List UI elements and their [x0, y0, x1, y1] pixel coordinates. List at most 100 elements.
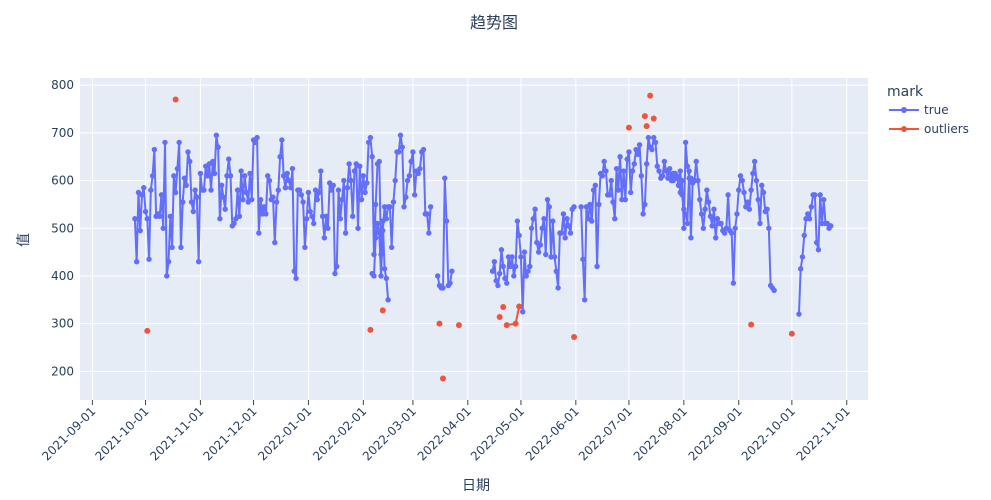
- series-true-point: [399, 144, 405, 150]
- series-true-point: [567, 230, 574, 236]
- series-true-point: [213, 132, 220, 138]
- x-tick-label: 2022-11-01: [794, 404, 853, 463]
- series-true-point: [681, 206, 687, 212]
- series-true-point: [364, 180, 370, 186]
- series-true-point: [190, 208, 197, 215]
- series-true-point: [612, 216, 618, 222]
- series-true-point: [821, 196, 827, 203]
- legend-item-outliers[interactable]: outliers: [889, 122, 969, 136]
- series-true-point: [677, 168, 683, 174]
- y-axis-title: 值: [16, 233, 32, 247]
- series-outliers-point: [625, 124, 632, 131]
- series-true-point: [341, 177, 347, 184]
- series-true-point: [736, 187, 742, 193]
- series-true-point: [558, 230, 565, 236]
- series-true-point: [530, 216, 537, 222]
- series-true-point: [334, 263, 340, 270]
- series-true-point: [305, 189, 312, 196]
- series-true-point: [296, 187, 303, 193]
- series-outliers-point: [650, 115, 657, 122]
- series-true-point: [231, 220, 237, 227]
- series-true-point: [737, 173, 744, 179]
- series-true-point: [535, 249, 542, 255]
- series-true-point: [629, 168, 636, 174]
- series-true-point: [511, 273, 517, 279]
- series-true-point: [376, 158, 382, 165]
- series-true-point: [252, 139, 259, 146]
- series-true-point: [656, 168, 662, 174]
- series-true-point: [590, 187, 597, 193]
- series-true-point: [759, 182, 765, 189]
- series-outliers-point: [641, 113, 648, 120]
- series-true-point: [581, 297, 588, 303]
- series-true-point: [525, 268, 531, 274]
- series-true-point: [220, 194, 227, 200]
- series-true-point: [500, 263, 506, 270]
- series-true-point: [282, 185, 289, 191]
- x-tick-label: 2022-06-01: [523, 404, 582, 463]
- series-true-point: [180, 199, 186, 205]
- series-true-point: [247, 170, 253, 177]
- series-true-point: [643, 161, 650, 167]
- series-true-point: [358, 196, 365, 203]
- series-true-point: [241, 173, 248, 179]
- series-true-point: [684, 220, 691, 227]
- series-true-point: [181, 175, 188, 181]
- series-true-point: [674, 173, 680, 179]
- series-true-point: [640, 211, 646, 217]
- y-tick-label: 200: [51, 364, 74, 378]
- series-outliers-point: [379, 307, 386, 314]
- series-true-point: [764, 206, 770, 212]
- series-true-point: [628, 189, 634, 196]
- series-true-point: [194, 194, 200, 200]
- series-true-point: [388, 244, 395, 251]
- series-true-point: [357, 163, 363, 169]
- series-outliers-point: [172, 96, 179, 103]
- series-true-point: [755, 196, 761, 203]
- series-true-point: [396, 149, 402, 155]
- series-true-point: [587, 201, 593, 208]
- series-true-point: [493, 278, 499, 284]
- series-true-point: [420, 146, 427, 153]
- series-true-point: [652, 139, 659, 146]
- series-true-point: [373, 201, 379, 208]
- series-true-point: [148, 187, 154, 193]
- series-true-point: [403, 194, 409, 200]
- series-true-point: [562, 235, 568, 241]
- series-true-point: [195, 258, 202, 265]
- series-true-point: [222, 206, 228, 212]
- series-true-point: [328, 187, 335, 193]
- series-true-point: [187, 158, 193, 165]
- series-true-point: [165, 258, 172, 265]
- y-tick-label: 700: [51, 126, 74, 140]
- series-true-point: [601, 158, 607, 165]
- series-true-point: [771, 287, 777, 293]
- series-true-point: [528, 225, 535, 231]
- series-true-point: [174, 165, 181, 172]
- legend: mark true outliers: [887, 84, 969, 136]
- series-true-point: [801, 232, 807, 239]
- series-true-point: [599, 173, 606, 179]
- series-true-point: [337, 216, 344, 222]
- series-true-point: [638, 173, 645, 179]
- series-true-point: [355, 225, 361, 231]
- series-true-point: [615, 187, 622, 193]
- series-true-point: [303, 216, 310, 222]
- series-true-point: [693, 158, 699, 165]
- series-true-point: [805, 211, 811, 217]
- legend-item-true[interactable]: true: [889, 103, 949, 117]
- series-true-point: [218, 182, 225, 189]
- series-true-point: [383, 216, 390, 222]
- series-true-point: [580, 256, 586, 262]
- series-true-point: [718, 220, 724, 227]
- series-true-point: [730, 280, 737, 286]
- series-true-point: [367, 134, 374, 141]
- x-tick-label: 2022-01-01: [255, 404, 314, 463]
- series-true-point: [516, 232, 522, 239]
- series-true-point: [176, 139, 182, 146]
- series-true-point: [682, 139, 689, 146]
- series-true-point: [263, 211, 269, 217]
- series-true-point: [265, 173, 271, 179]
- series-true-point: [449, 268, 455, 274]
- series-true-point: [546, 204, 552, 210]
